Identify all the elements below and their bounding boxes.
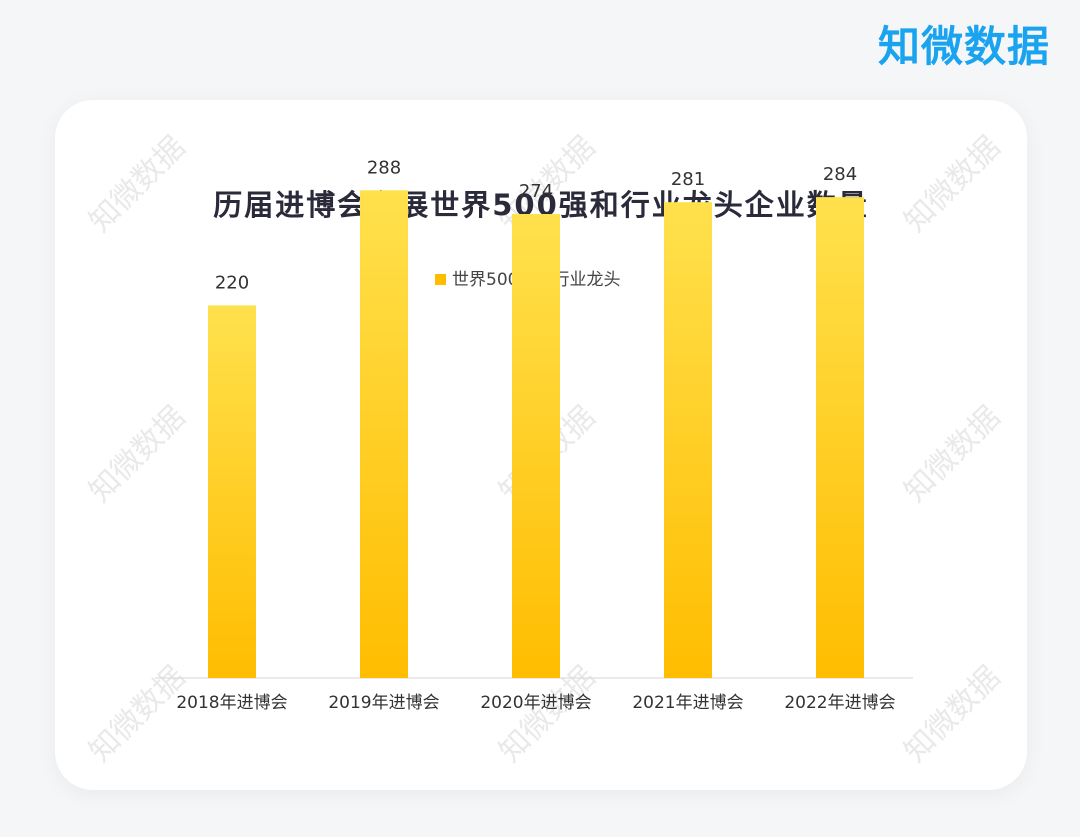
data-label: 220 [215, 272, 249, 293]
data-label: 274 [519, 181, 553, 202]
data-label: 288 [367, 157, 401, 178]
bar [360, 190, 408, 678]
bar [664, 202, 712, 678]
x-tick-label: 2018年进博会 [176, 693, 287, 713]
data-label: 281 [671, 169, 705, 190]
bar [816, 197, 864, 678]
chart-card: 知微数据 知微数据 知微数据 知微数据 知微数据 知微数据 知微数据 知微数据 … [55, 100, 1027, 790]
x-tick-label: 2019年进博会 [328, 693, 439, 713]
x-tick-label: 2022年进博会 [784, 693, 895, 713]
bar [208, 305, 256, 678]
data-label: 284 [823, 164, 857, 185]
bar [512, 214, 560, 678]
brand-logo: 知微数据 [877, 22, 1050, 71]
bar-chart: 世界500强和行业龙头2202018年进博会2882019年进博会2742020… [155, 157, 913, 713]
x-tick-label: 2021年进博会 [632, 693, 743, 713]
x-tick-label: 2020年进博会 [480, 693, 591, 713]
legend-swatch [435, 274, 446, 285]
